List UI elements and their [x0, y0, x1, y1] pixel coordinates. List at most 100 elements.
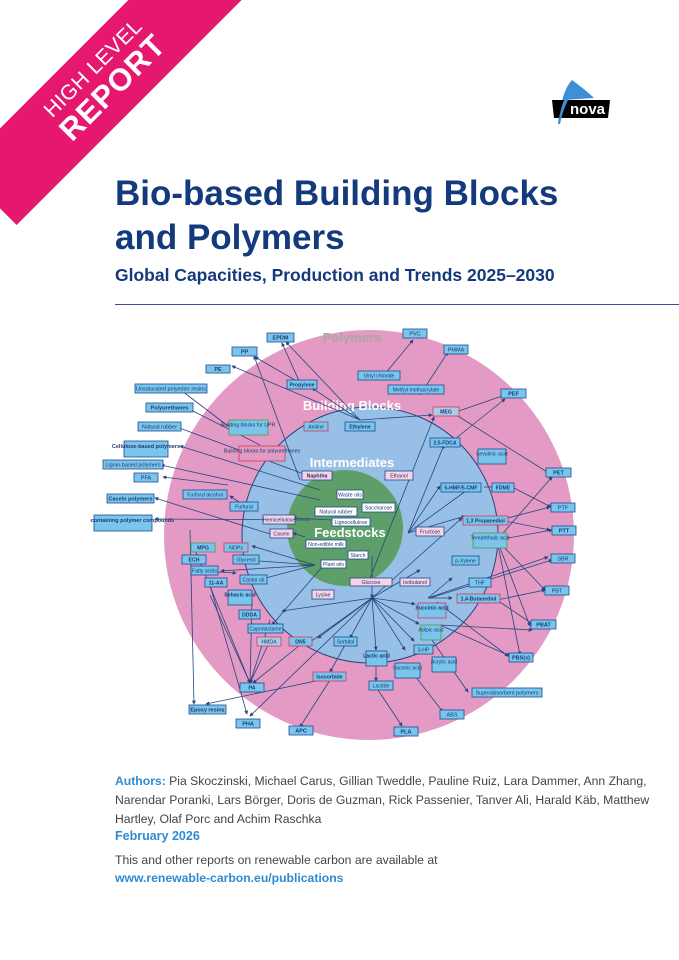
- svg-text:Starch-containing polymer comp: Starch-containing polymer compounds: [90, 518, 174, 524]
- building-block-box: Acrylic acid: [431, 656, 457, 673]
- building-block-box: MEG: [432, 406, 460, 417]
- svg-text:PFA: PFA: [141, 476, 152, 482]
- building-block-box: Succinic acid: [415, 602, 449, 619]
- feedstock-box: Plant oils: [320, 559, 347, 569]
- intermediate-box: Lysine: [311, 589, 335, 600]
- authors: Authors: Pia Skoczinski, Michael Carus, …: [115, 772, 655, 829]
- building-block-box: 3-HP: [413, 644, 434, 655]
- svg-text:Natural rubber: Natural rubber: [319, 510, 352, 516]
- svg-text:EPDM: EPDM: [273, 336, 289, 342]
- feedstock-box: Natural rubber: [314, 506, 358, 517]
- building-block-box: Adipic acid: [418, 624, 444, 641]
- svg-text:Fructose: Fructose: [420, 530, 440, 536]
- page-title: Bio-based Building Blocks and Polymers: [115, 172, 558, 260]
- building-block-box: Lactide: [368, 680, 394, 691]
- svg-text:ABS: ABS: [446, 713, 457, 719]
- polymer-box: PTT: [551, 525, 577, 536]
- svg-text:Itaconic acid: Itaconic acid: [393, 666, 422, 672]
- svg-text:Fatty acids: Fatty acids: [192, 569, 217, 575]
- feedstock-box: Waste oils: [336, 489, 364, 500]
- svg-text:PBAT: PBAT: [536, 623, 551, 629]
- building-block-box: Caprolactame: [247, 623, 284, 634]
- svg-text:Furfural: Furfural: [235, 505, 253, 511]
- svg-text:Plant oils: Plant oils: [323, 562, 344, 568]
- svg-text:PTT: PTT: [559, 529, 570, 535]
- feedstock-box: Lignocellulose: [331, 517, 371, 527]
- building-block-box: Propylene: [286, 379, 318, 390]
- logo-text: nova: [570, 101, 606, 118]
- building-block-box: ECH: [181, 554, 207, 565]
- svg-text:SBR: SBR: [557, 557, 568, 563]
- svg-text:HMDA: HMDA: [261, 640, 277, 646]
- svg-text:DDDA: DDDA: [242, 613, 257, 619]
- polymer-box: PLA: [393, 726, 419, 737]
- svg-text:Adipic acid: Adipic acid: [418, 628, 443, 634]
- building-block-box: DN5: [288, 636, 313, 647]
- building-block-box: THF: [468, 577, 492, 588]
- building-block-box: NOPs: [223, 542, 249, 553]
- polymer-box: PBS(x): [508, 652, 534, 663]
- intermediate-box: Ethanol: [384, 470, 414, 481]
- svg-text:Hemicellulose: Hemicellulose: [263, 518, 295, 524]
- polymer-box: PFA: [133, 472, 159, 483]
- building-block-box: Isosorbide: [312, 671, 347, 682]
- publication-date: February 2026: [115, 829, 200, 843]
- svg-text:Superabsorbent polymers: Superabsorbent polymers: [476, 691, 539, 697]
- svg-text:PVC: PVC: [409, 332, 420, 338]
- svg-text:Lactide: Lactide: [373, 684, 390, 690]
- feedstock-box: Non-edible milk: [305, 539, 347, 549]
- svg-text:Cellulose-based polymers: Cellulose-based polymers: [112, 444, 180, 450]
- building-block-box: p-Xylene: [451, 555, 480, 566]
- intermediate-box: Naphtha: [301, 470, 333, 481]
- svg-text:PMMA: PMMA: [448, 348, 465, 354]
- svg-text:DN5: DN5: [295, 640, 305, 646]
- svg-text:Waste oils: Waste oils: [338, 493, 362, 499]
- svg-text:PE: PE: [214, 367, 222, 373]
- publications-link[interactable]: www.renewable-carbon.eu/publications: [115, 871, 344, 885]
- polymer-box: Natural rubber: [137, 421, 182, 432]
- polymer-box: PTF: [550, 502, 576, 513]
- svg-text:PLA: PLA: [401, 730, 412, 736]
- svg-text:ECH: ECH: [189, 558, 200, 564]
- ring-label-polymers: Polymers: [323, 330, 382, 345]
- svg-text:Lignocellulose: Lignocellulose: [335, 520, 368, 526]
- building-block-box: 2,5-FDCA: [429, 437, 461, 448]
- building-block-box: Lactic acid: [363, 650, 390, 667]
- building-block-box: Furfuryl alcohol: [182, 489, 228, 500]
- svg-text:MEG: MEG: [440, 410, 452, 416]
- polymer-box: Epoxy resins: [188, 704, 227, 715]
- polymer-box: PMMA: [443, 344, 469, 355]
- polymer-box: Starch-containing polymer compounds: [90, 514, 174, 532]
- svg-text:1,3 Propanediol: 1,3 Propanediol: [466, 519, 505, 525]
- polymer-box: PHA: [235, 718, 261, 729]
- building-block-box: Castor oil: [239, 574, 268, 585]
- building-block-box: Methyl methacrylate: [387, 384, 445, 395]
- polymer-box: Superabsorbent polymers: [471, 687, 543, 698]
- svg-text:MPG: MPG: [197, 546, 209, 552]
- svg-text:Casein polymers: Casein polymers: [108, 497, 152, 503]
- svg-text:Starch: Starch: [351, 553, 366, 559]
- svg-text:Unsaturated polyester resins: Unsaturated polyester resins: [136, 387, 206, 393]
- svg-text:Terephthalic acid: Terephthalic acid: [471, 536, 510, 542]
- building-block-box: Building blocks for UPR: [221, 419, 276, 436]
- svg-text:Glucose: Glucose: [361, 580, 380, 586]
- svg-text:Vinyl chloride: Vinyl chloride: [364, 374, 395, 380]
- svg-text:PA: PA: [248, 686, 255, 692]
- title-line2: and Polymers: [115, 218, 345, 257]
- polymer-box: Casein polymers: [106, 493, 155, 504]
- feedstock-box: Starch: [347, 550, 369, 560]
- polymer-box: PBAT: [530, 619, 557, 630]
- svg-text:11-AA: 11-AA: [209, 581, 224, 587]
- svg-text:Isobutanol: Isobutanol: [403, 580, 427, 586]
- svg-text:1,4-Butanediol: 1,4-Butanediol: [461, 597, 497, 603]
- svg-text:Building blocks for UPR: Building blocks for UPR: [221, 423, 276, 429]
- polymer-box: Lignin-based polymers: [102, 459, 164, 470]
- arrows: [154, 339, 553, 728]
- intermediate-box: Casein: [269, 528, 294, 539]
- ring-label-building-blocks: Building Blocks: [303, 398, 401, 413]
- building-block-box: Vinyl chloride: [357, 370, 401, 381]
- polymer-box: PVC: [402, 328, 428, 339]
- polymer-box: Polyurethanes: [145, 402, 194, 413]
- building-block-box: 1,4-Butanediol: [456, 593, 501, 604]
- intermediate-box: Fructose: [415, 526, 445, 537]
